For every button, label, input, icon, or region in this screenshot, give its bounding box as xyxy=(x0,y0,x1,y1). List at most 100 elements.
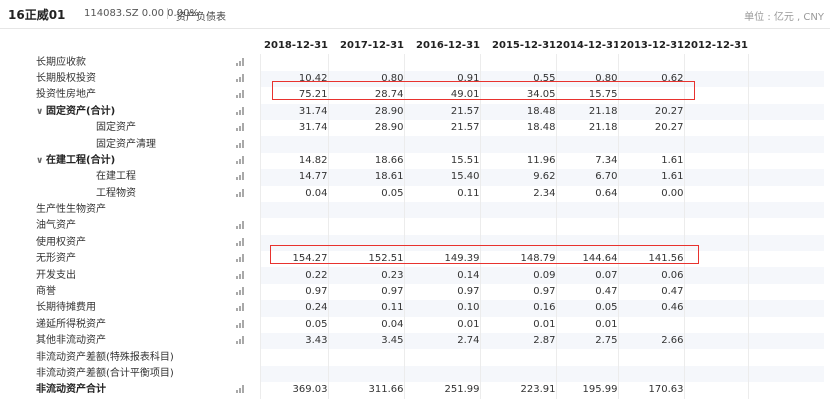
value-cell: 15.40 xyxy=(403,169,480,186)
value-cell: 1.61 xyxy=(617,169,684,186)
chevron-down-icon[interactable]: ∨ xyxy=(36,155,44,166)
chart-icon-cell xyxy=(236,186,260,202)
bar-chart-icon[interactable] xyxy=(236,139,245,148)
value-cell xyxy=(555,365,618,383)
row-label-cell: 非流动资产差额(合计平衡项目) xyxy=(6,366,236,382)
year-header[interactable]: 2015-12-31 xyxy=(492,40,556,52)
table-row[interactable]: 油气资产 xyxy=(6,218,824,235)
value-cell xyxy=(683,349,748,366)
value-cell xyxy=(327,136,404,153)
chevron-down-icon[interactable]: ∨ xyxy=(36,106,44,117)
bar-chart-icon[interactable] xyxy=(236,221,245,230)
value-cell xyxy=(479,218,556,235)
year-header[interactable]: 2013-12-31 xyxy=(620,40,684,52)
table-row[interactable]: 固定资产 31.74 28.90 21.57 18.48 21.18 20.27 xyxy=(6,119,824,137)
value-cell xyxy=(617,349,684,366)
year-header[interactable]: 2012-12-31 xyxy=(684,40,748,52)
table-row[interactable]: 投资性房地产 75.21 28.74 49.01 34.05 15.75 xyxy=(6,87,824,104)
value-cell xyxy=(683,365,748,383)
spacer-cell xyxy=(747,218,824,235)
table-row[interactable]: 长期股权投资 10.42 0.80 0.91 0.55 0.80 0.62 xyxy=(6,70,824,88)
bar-chart-icon[interactable] xyxy=(236,155,245,164)
value-cell xyxy=(555,349,618,366)
chart-icon-cell xyxy=(236,349,260,365)
bar-chart-icon[interactable] xyxy=(236,336,245,345)
spacer-cell xyxy=(747,283,824,301)
security-name[interactable]: 16正威01 xyxy=(8,8,66,22)
table-row[interactable]: 无形资产 154.27 152.51 149.39 148.79 144.64 141.56 xyxy=(6,251,824,268)
table-row[interactable]: 非流动资产合计 369.03 311.66 251.99 223.91 195.99 170… xyxy=(6,382,824,399)
year-header[interactable]: 2017-12-31 xyxy=(340,40,404,52)
value-cell: 251.99 xyxy=(403,382,480,399)
table-row[interactable]: 非流动资产差额(合计平衡项目) xyxy=(6,365,824,383)
value-cell: 0.97 xyxy=(479,283,556,301)
row-label: 固定资产(合计) xyxy=(46,105,116,117)
bar-chart-icon[interactable] xyxy=(236,287,245,296)
value-cell: 0.46 xyxy=(617,300,684,317)
value-cell: 2.66 xyxy=(617,333,684,350)
row-label-cell: 长期股权投资 xyxy=(6,71,236,87)
table-row[interactable]: 开发支出 0.22 0.23 0.14 0.09 0.07 0.06 xyxy=(6,267,824,284)
statement-title: 资产负债表 xyxy=(176,12,226,23)
year-header[interactable]: 2014-12-31 xyxy=(556,40,618,52)
chart-icon-cell xyxy=(236,300,260,316)
table-row[interactable]: 固定资产清理 xyxy=(6,136,824,153)
value-cell: 0.24 xyxy=(259,300,328,317)
table-row[interactable]: 在建工程 14.77 18.61 15.40 9.62 6.70 1.61 xyxy=(6,169,824,186)
value-cell: 0.80 xyxy=(555,70,618,88)
table-row[interactable]: 使用权资产 xyxy=(6,234,824,252)
value-cell: 2.75 xyxy=(555,333,618,350)
table-row[interactable]: 工程物资 0.04 0.05 0.11 2.34 0.64 0.00 xyxy=(6,185,824,202)
bar-chart-icon[interactable] xyxy=(236,303,245,312)
bar-chart-icon[interactable] xyxy=(236,254,245,263)
table-row[interactable]: 非流动资产差额(特殊报表科目) xyxy=(6,349,824,366)
bar-chart-icon[interactable] xyxy=(236,237,245,246)
chart-icon-cell xyxy=(236,267,260,283)
value-cell: 0.05 xyxy=(327,185,404,202)
year-header[interactable]: 2018-12-31 xyxy=(264,40,328,52)
bar-chart-icon[interactable] xyxy=(236,106,245,115)
value-cell: 0.01 xyxy=(555,316,618,334)
row-label-cell: 工程物资 xyxy=(6,186,236,202)
chart-icon-cell xyxy=(236,202,260,218)
table-row[interactable]: 商誉 0.97 0.97 0.97 0.97 0.47 0.47 xyxy=(6,283,824,301)
value-cell xyxy=(617,234,684,252)
value-cell: 20.27 xyxy=(617,119,684,137)
bar-chart-icon[interactable] xyxy=(236,319,245,328)
value-cell: 28.90 xyxy=(327,103,404,120)
table-row[interactable]: 递延所得税资产 0.05 0.04 0.01 0.01 0.01 xyxy=(6,316,824,334)
value-cell: 0.09 xyxy=(479,267,556,284)
bar-chart-icon[interactable] xyxy=(236,90,245,99)
value-cell xyxy=(479,349,556,366)
row-label-cell: 生产性生物资产 xyxy=(6,202,236,218)
value-cell xyxy=(617,316,684,334)
bar-chart-icon[interactable] xyxy=(236,270,245,279)
value-cell: 0.80 xyxy=(327,70,404,88)
value-cell xyxy=(683,54,748,71)
value-cell: 0.97 xyxy=(259,283,328,301)
table-row[interactable]: 长期应收款 xyxy=(6,54,824,71)
row-label: 递延所得税资产 xyxy=(36,318,106,330)
bar-chart-icon[interactable] xyxy=(236,172,245,181)
value-cell: 15.75 xyxy=(555,87,618,104)
table-row[interactable]: 生产性生物资产 xyxy=(6,201,824,219)
table-row[interactable]: ∨ 在建工程(合计) 14.82 18.66 15.51 11.96 7.34 1.61 xyxy=(6,152,824,170)
value-cell: 14.82 xyxy=(259,152,328,170)
bar-chart-icon[interactable] xyxy=(236,385,245,394)
bar-chart-icon[interactable] xyxy=(236,123,245,132)
page-header: 16正威01 114083.SZ 0.00 0.00% 资产负债表 单位 : 亿… xyxy=(0,0,830,29)
chart-icon-cell xyxy=(236,54,260,70)
table-row[interactable]: ∨ 固定资产(合计) 31.74 28.90 21.57 18.48 21.18 20.27 xyxy=(6,103,824,120)
bar-chart-icon[interactable] xyxy=(236,73,245,82)
table-row[interactable]: 长期待摊费用 0.24 0.11 0.10 0.16 0.05 0.46 xyxy=(6,300,824,317)
unit-label: 单位 : 亿元 , CNY xyxy=(744,12,824,23)
row-label: 其他非流动资产 xyxy=(36,335,106,347)
value-cell xyxy=(683,136,748,153)
value-cell: 31.74 xyxy=(259,119,328,137)
chart-icon-cell xyxy=(236,366,260,382)
table-row[interactable]: 其他非流动资产 3.43 3.45 2.74 2.87 2.75 2.66 xyxy=(6,333,824,350)
chart-icon-cell xyxy=(236,333,260,349)
bar-chart-icon[interactable] xyxy=(236,57,245,66)
bar-chart-icon[interactable] xyxy=(236,188,245,197)
year-header[interactable]: 2016-12-31 xyxy=(416,40,480,52)
